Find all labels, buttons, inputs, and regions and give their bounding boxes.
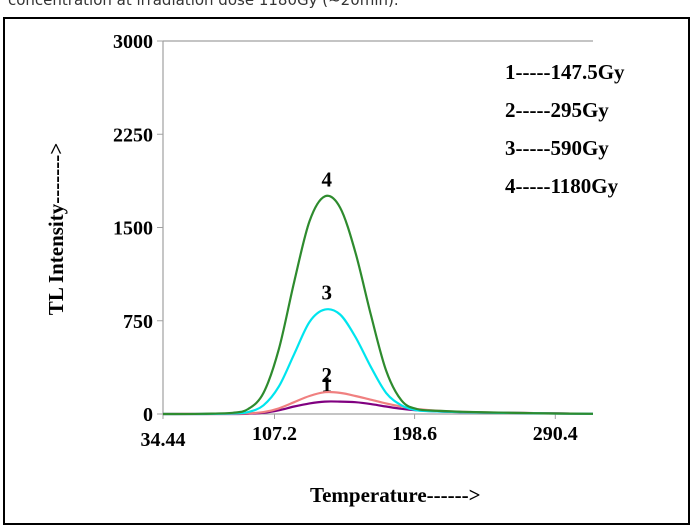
series-line-3 (162, 308, 594, 416)
curve-label-1: 1 (322, 373, 333, 397)
figure-caption: concentration at irradiation dose 1180Gy… (8, 0, 399, 9)
y-tick-label: 750 (123, 311, 153, 333)
curve-label-3: 3 (322, 281, 333, 305)
x-axis-label: Temperature------> (310, 483, 481, 507)
chart-svg: 0 750 1500 2250 3000 34.44 107.2 198.6 290.4 Temp… (44, 31, 625, 507)
series-line-2 (162, 390, 594, 416)
legend-entry: 4-----1180Gy (505, 174, 619, 198)
series-line-4 (162, 194, 594, 416)
chart-frame: 0 750 1500 2250 3000 34.44 107.2 198.6 290.4 Temp… (3, 17, 690, 525)
y-tick-label: 2250 (113, 124, 153, 146)
x-tick-label: 198.6 (392, 423, 437, 445)
x-tick-label: 107.2 (252, 423, 297, 445)
curve-label-4: 4 (322, 167, 333, 191)
y-axis-label: TL Intensity-------> (44, 143, 68, 315)
x-tick-label: 34.44 (141, 429, 186, 451)
y-tick-label: 1500 (113, 218, 153, 240)
legend-entry: 3-----590Gy (505, 136, 609, 160)
x-tick-label: 290.4 (533, 423, 578, 445)
y-tick-label: 3000 (113, 31, 153, 53)
y-tick-label: 0 (143, 404, 153, 426)
curve-label-2: 2 (322, 363, 333, 387)
legend-entry: 1-----147.5Gy (505, 60, 625, 84)
legend-entry: 2-----295Gy (505, 98, 609, 122)
